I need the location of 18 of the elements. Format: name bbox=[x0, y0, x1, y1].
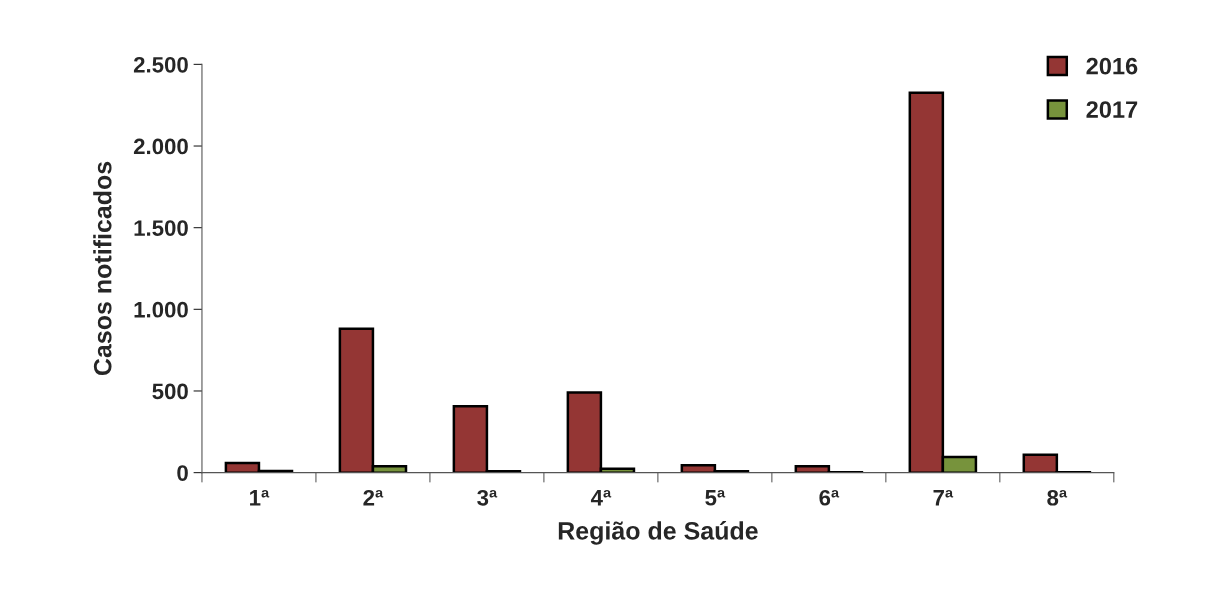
y-tick-label: 1.500 bbox=[134, 220, 188, 236]
x-tick-label: 4ª bbox=[590, 490, 612, 506]
legend-label: 2017 bbox=[1086, 101, 1138, 118]
y-tick-label: 1.000 bbox=[134, 301, 188, 318]
x-tick-label: 3ª bbox=[477, 489, 498, 506]
y-tick-label: 500 bbox=[152, 383, 188, 400]
legend-label: 2016 bbox=[1086, 57, 1138, 75]
y-tick-label: 2.500 bbox=[133, 56, 188, 73]
x-tick-label: 8ª bbox=[1047, 489, 1068, 506]
y-axis-title: Casos notificados bbox=[93, 161, 112, 376]
x-tick-label: 7ª bbox=[933, 490, 954, 506]
x-tick-label: 1ª bbox=[250, 490, 270, 506]
x-tick-label: 6ª bbox=[819, 489, 840, 506]
x-axis-title: Região de Saúde bbox=[558, 521, 758, 545]
y-tick-label: 2.000 bbox=[133, 138, 188, 155]
x-tick-label: 2ª bbox=[363, 489, 384, 506]
y-tick-label: 0 bbox=[177, 465, 188, 481]
x-tick-label: 5ª bbox=[705, 490, 726, 506]
